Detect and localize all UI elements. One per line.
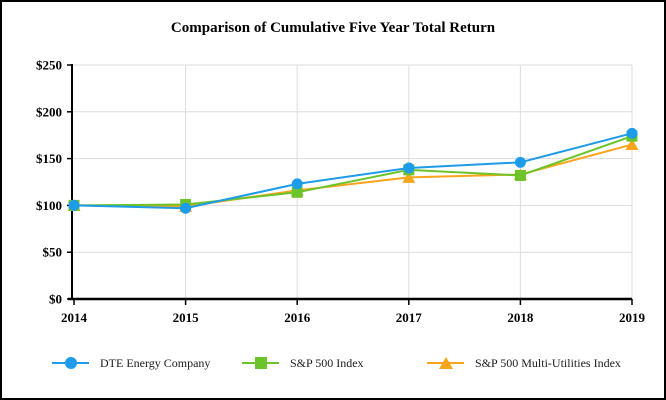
legend-marker-triangle-icon xyxy=(427,357,464,370)
legend-label: S&P 500 Multi-Utilities Index xyxy=(475,355,621,370)
svg-text:2018: 2018 xyxy=(507,310,534,325)
legend-item-dte-energy: DTE Energy Company xyxy=(52,355,210,371)
svg-text:2016: 2016 xyxy=(284,310,311,325)
legend-label: DTE Energy Company xyxy=(100,355,211,370)
svg-text:2015: 2015 xyxy=(173,310,200,325)
legend-item-sp500-multi-utilities: S&P 500 Multi-Utilities Index xyxy=(427,355,621,371)
legend-item-sp500: S&P 500 Index xyxy=(242,355,364,371)
svg-text:2014: 2014 xyxy=(61,310,88,325)
chart-legend: DTE Energy Company S&P 500 Index S&P 500… xyxy=(2,355,664,377)
legend-marker-square-icon xyxy=(242,357,279,370)
svg-text:$100: $100 xyxy=(36,198,62,213)
svg-text:$50: $50 xyxy=(43,245,63,260)
svg-text:$200: $200 xyxy=(36,104,62,119)
chart-title: Comparison of Cumulative Five Year Total… xyxy=(170,20,496,36)
legend-label: S&P 500 Index xyxy=(290,355,364,370)
legend-marker-circle-icon xyxy=(52,357,89,370)
svg-text:$250: $250 xyxy=(36,58,62,73)
svg-text:$150: $150 xyxy=(36,151,62,166)
svg-text:2017: 2017 xyxy=(396,310,423,325)
svg-text:$0: $0 xyxy=(49,292,62,307)
svg-text:2019: 2019 xyxy=(619,310,646,325)
